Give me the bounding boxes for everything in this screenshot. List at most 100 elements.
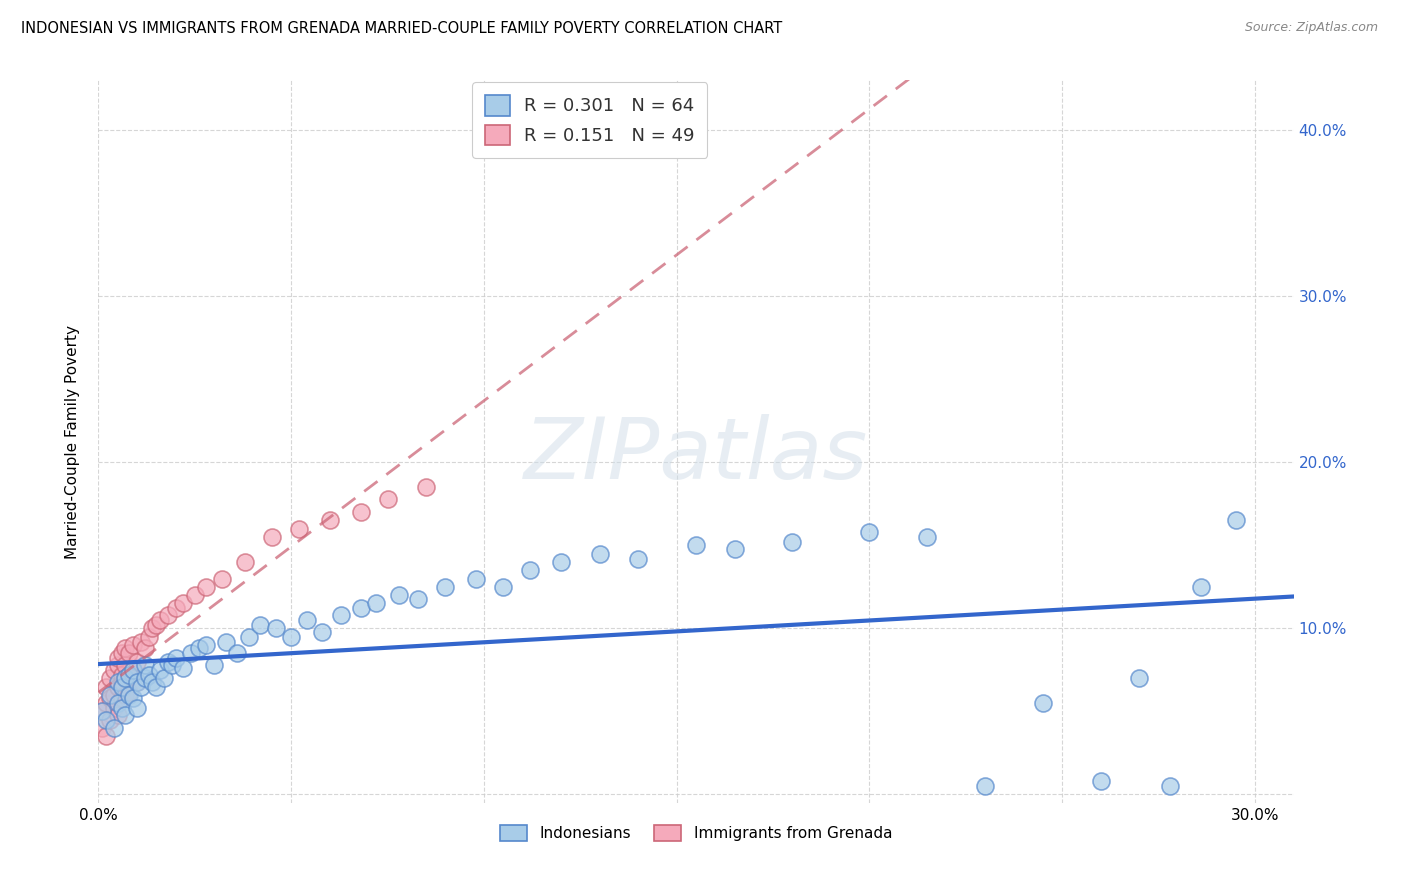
- Point: [588, 547, 610, 561]
- Point: [110, 674, 132, 689]
- Point: [172, 661, 194, 675]
- Point: [122, 691, 145, 706]
- Text: Source: ZipAtlas.com: Source: ZipAtlas.com: [1244, 21, 1378, 35]
- Point: [184, 588, 207, 602]
- Point: [388, 588, 411, 602]
- Point: [107, 707, 129, 722]
- Point: [260, 530, 283, 544]
- Point: [1159, 779, 1181, 793]
- Point: [858, 524, 880, 539]
- Point: [349, 505, 371, 519]
- Point: [114, 657, 136, 672]
- Point: [110, 701, 132, 715]
- Point: [98, 688, 121, 702]
- Point: [685, 538, 707, 552]
- Point: [91, 705, 114, 719]
- Point: [465, 572, 488, 586]
- Point: [195, 638, 218, 652]
- Point: [377, 491, 399, 506]
- Point: [211, 572, 233, 586]
- Point: [214, 634, 236, 648]
- Point: [233, 555, 256, 569]
- Point: [103, 701, 125, 715]
- Point: [180, 646, 202, 660]
- Point: [1189, 580, 1212, 594]
- Point: [98, 713, 121, 727]
- Y-axis label: Married-Couple Family Poverty: Married-Couple Family Poverty: [65, 325, 80, 558]
- Point: [125, 655, 148, 669]
- Point: [145, 680, 167, 694]
- Point: [723, 541, 745, 556]
- Point: [114, 688, 136, 702]
- Point: [125, 674, 148, 689]
- Point: [364, 597, 387, 611]
- Point: [249, 618, 271, 632]
- Point: [311, 624, 333, 639]
- Point: [94, 713, 117, 727]
- Point: [94, 696, 117, 710]
- Point: [238, 630, 260, 644]
- Point: [319, 513, 342, 527]
- Point: [160, 657, 183, 672]
- Point: [288, 522, 311, 536]
- Point: [110, 680, 132, 694]
- Point: [107, 657, 129, 672]
- Point: [125, 674, 148, 689]
- Point: [91, 705, 114, 719]
- Point: [98, 671, 121, 685]
- Point: [974, 779, 997, 793]
- Point: [141, 674, 163, 689]
- Point: [165, 601, 187, 615]
- Point: [264, 621, 287, 635]
- Point: [917, 530, 939, 544]
- Point: [138, 630, 160, 644]
- Point: [118, 646, 141, 660]
- Point: [118, 688, 141, 702]
- Point: [165, 651, 187, 665]
- Point: [172, 597, 194, 611]
- Point: [107, 680, 129, 694]
- Point: [1128, 671, 1150, 685]
- Point: [492, 580, 515, 594]
- Point: [782, 535, 804, 549]
- Point: [118, 684, 141, 698]
- Point: [129, 634, 152, 648]
- Point: [134, 641, 156, 656]
- Point: [122, 638, 145, 652]
- Point: [118, 668, 141, 682]
- Point: [138, 668, 160, 682]
- Point: [94, 680, 117, 694]
- Point: [98, 691, 121, 706]
- Point: [122, 663, 145, 677]
- Point: [103, 663, 125, 677]
- Point: [295, 613, 318, 627]
- Point: [134, 657, 156, 672]
- Point: [550, 555, 572, 569]
- Point: [141, 621, 163, 635]
- Point: [134, 671, 156, 685]
- Point: [280, 630, 302, 644]
- Point: [434, 580, 457, 594]
- Point: [103, 721, 125, 735]
- Point: [1090, 774, 1112, 789]
- Point: [107, 674, 129, 689]
- Point: [156, 608, 179, 623]
- Point: [349, 601, 371, 615]
- Point: [149, 663, 172, 677]
- Point: [118, 668, 141, 682]
- Point: [1225, 513, 1247, 527]
- Point: [156, 655, 179, 669]
- Point: [1032, 696, 1054, 710]
- Point: [187, 641, 209, 656]
- Text: INDONESIAN VS IMMIGRANTS FROM GRENADA MARRIED-COUPLE FAMILY POVERTY CORRELATION : INDONESIAN VS IMMIGRANTS FROM GRENADA MA…: [21, 21, 782, 37]
- Point: [627, 551, 650, 566]
- Point: [226, 646, 249, 660]
- Point: [114, 671, 136, 685]
- Point: [114, 641, 136, 656]
- Point: [94, 730, 117, 744]
- Point: [91, 721, 114, 735]
- Point: [110, 668, 132, 682]
- Point: [107, 651, 129, 665]
- Point: [519, 563, 541, 577]
- Point: [129, 680, 152, 694]
